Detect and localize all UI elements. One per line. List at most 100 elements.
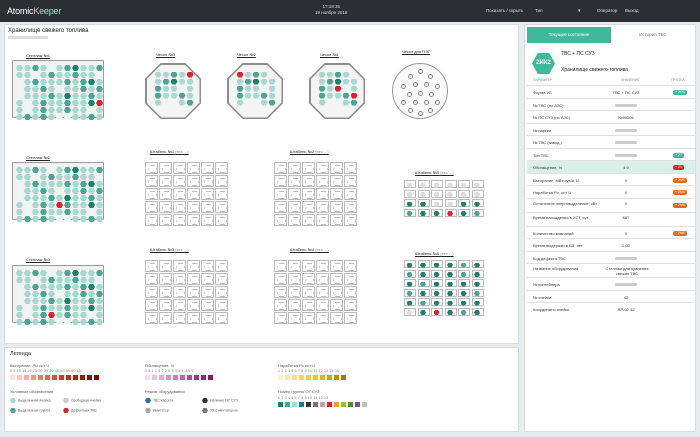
rack-cell[interactable] <box>16 107 23 113</box>
stack-cell[interactable] <box>302 273 315 285</box>
rack-cell[interactable] <box>32 181 39 187</box>
rack-cell[interactable] <box>88 319 95 325</box>
stack-cell[interactable] <box>344 312 357 324</box>
rack-cell[interactable] <box>32 72 39 78</box>
case-2[interactable] <box>227 63 283 119</box>
stack-slot[interactable] <box>471 180 484 188</box>
rack-cell[interactable] <box>88 284 95 290</box>
param-row[interactable]: Координаты ячейки ЯР-02-42 <box>527 302 695 315</box>
rack-cell[interactable] <box>40 181 47 187</box>
rack-cell[interactable] <box>24 298 31 304</box>
rack-cell[interactable] <box>80 277 87 283</box>
stack-slot[interactable] <box>458 180 470 188</box>
rack-cell[interactable] <box>64 100 71 106</box>
stack-cell[interactable] <box>201 299 214 311</box>
rack-cell[interactable] <box>88 202 95 208</box>
rack-cell[interactable] <box>96 167 103 173</box>
rack-cell[interactable] <box>318 99 326 106</box>
peg-slot[interactable] <box>435 84 440 89</box>
peg-slot[interactable] <box>407 92 412 97</box>
stack-slot[interactable] <box>431 180 443 188</box>
rack-cell[interactable] <box>80 319 87 325</box>
rack-cell[interactable] <box>16 93 23 99</box>
rack-cell[interactable] <box>32 100 39 106</box>
rack-cell[interactable] <box>350 71 358 78</box>
rack-cell[interactable] <box>72 188 79 194</box>
stack-slot[interactable] <box>417 199 430 207</box>
rack-cell[interactable] <box>32 298 39 304</box>
rack-cell[interactable] <box>48 291 55 297</box>
stack-slot[interactable] <box>471 208 484 217</box>
rack-cell[interactable] <box>72 270 79 276</box>
rack-cell[interactable] <box>72 202 79 208</box>
rack-cell[interactable] <box>154 78 162 85</box>
rack-cell[interactable] <box>48 107 55 113</box>
rack-cell[interactable] <box>80 298 87 304</box>
stack-slot[interactable] <box>431 288 443 297</box>
stack-cell[interactable] <box>187 201 200 213</box>
rack-cell[interactable] <box>32 65 39 71</box>
rack-cell[interactable] <box>56 72 63 78</box>
rack-cell[interactable] <box>96 100 103 106</box>
stack-cell[interactable] <box>330 214 343 226</box>
rack-cell[interactable] <box>236 85 244 92</box>
rack-cell[interactable] <box>16 291 23 297</box>
rack-cell[interactable] <box>40 107 47 113</box>
stack-slot[interactable] <box>444 199 457 207</box>
stack-slot[interactable] <box>458 199 470 207</box>
rack-cell[interactable] <box>80 79 87 85</box>
rack-1[interactable] <box>12 60 104 120</box>
rack-cell[interactable] <box>318 85 326 92</box>
stack-cell[interactable] <box>316 260 329 272</box>
rack-cell[interactable] <box>244 92 252 99</box>
stack-cell[interactable] <box>187 299 200 311</box>
rack-cell[interactable] <box>342 71 350 78</box>
app-logo[interactable]: AtomicKeeper <box>7 6 62 16</box>
rack-cell[interactable] <box>326 85 334 92</box>
rack-cell[interactable] <box>64 167 71 173</box>
rack-cell[interactable] <box>24 195 31 201</box>
rack-cell[interactable] <box>32 284 39 290</box>
stack-slot[interactable] <box>404 260 416 268</box>
stack-cell[interactable] <box>173 286 186 298</box>
param-row[interactable]: Код дефекта ТВС <box>527 250 695 264</box>
rack-2[interactable] <box>12 162 104 222</box>
stack-cell[interactable] <box>159 214 172 226</box>
rack-cell[interactable] <box>252 78 260 85</box>
rack-cell[interactable] <box>16 298 23 304</box>
rack-cell[interactable] <box>64 72 71 78</box>
rack-cell[interactable] <box>16 167 23 173</box>
rack-cell[interactable] <box>24 107 31 113</box>
rack-cell[interactable] <box>80 86 87 92</box>
rack-cell[interactable] <box>64 174 71 180</box>
rack-cell[interactable] <box>80 305 87 311</box>
rack-cell[interactable] <box>40 277 47 283</box>
rack-cell[interactable] <box>32 188 39 194</box>
rack-cell[interactable] <box>342 92 350 99</box>
stack-cell[interactable] <box>145 214 158 226</box>
rack-cell[interactable] <box>252 92 260 99</box>
stack-cell[interactable] <box>344 188 357 200</box>
rack-cell[interactable] <box>334 71 342 78</box>
stack-slot[interactable] <box>458 288 470 297</box>
rack-cell[interactable] <box>24 216 31 222</box>
rack-cell[interactable] <box>32 86 39 92</box>
stack-slot[interactable] <box>458 260 470 268</box>
peg-slot[interactable] <box>401 100 406 105</box>
rack-cell[interactable] <box>40 209 47 215</box>
rack-cell[interactable] <box>72 277 79 283</box>
rack-cell[interactable] <box>88 181 95 187</box>
rack-cell[interactable] <box>96 202 103 208</box>
rack-cell[interactable] <box>56 312 63 318</box>
stack-slot[interactable] <box>417 269 430 278</box>
rack-cell[interactable] <box>186 71 194 78</box>
stack-slot[interactable] <box>404 279 416 287</box>
rack-cell[interactable] <box>72 93 79 99</box>
rack-cell[interactable] <box>96 319 103 325</box>
rack-cell[interactable] <box>48 298 55 304</box>
rack-cell[interactable] <box>72 284 79 290</box>
peg-slot[interactable] <box>429 92 434 97</box>
rack-cell[interactable] <box>186 92 194 99</box>
rack-cell[interactable] <box>64 65 71 71</box>
stack-cell[interactable] <box>274 188 287 200</box>
